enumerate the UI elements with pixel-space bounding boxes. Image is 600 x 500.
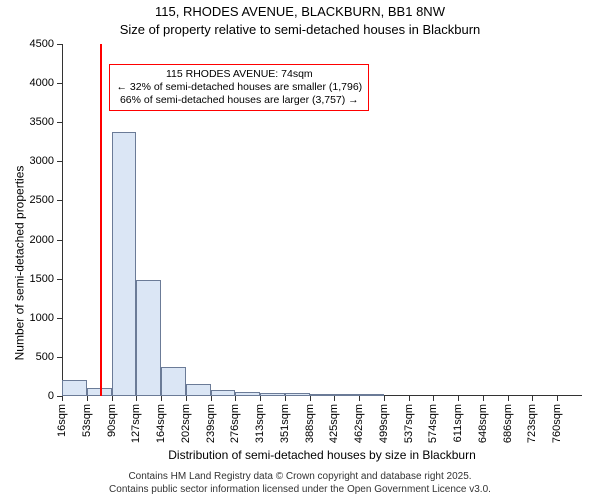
x-tick-label: 537sqm [403, 404, 415, 443]
x-tick-label: 90sqm [106, 404, 118, 437]
x-tick-label: 760sqm [551, 404, 563, 443]
chart-title-line1: 115, RHODES AVENUE, BLACKBURN, BB1 8NW [0, 4, 600, 19]
x-tick-label: 574sqm [427, 404, 439, 443]
y-axis-label: Number of semi-detached properties [12, 166, 26, 361]
y-tick-label: 2000 [30, 234, 62, 246]
chart-title-line2: Size of property relative to semi-detach… [0, 22, 600, 37]
histogram-bar [161, 367, 186, 396]
y-tick-label: 4000 [30, 77, 62, 89]
x-tick-label: 611sqm [452, 404, 464, 442]
x-tick-label: 723sqm [526, 404, 538, 443]
histogram-bar [310, 394, 335, 396]
x-tick-mark [161, 396, 162, 401]
chart-root: 115, RHODES AVENUE, BLACKBURN, BB1 8NW S… [0, 0, 600, 500]
y-tick-label: 3500 [30, 116, 62, 128]
x-tick-label: 462sqm [353, 404, 365, 443]
x-tick-label: 164sqm [155, 404, 167, 443]
x-tick-mark [87, 396, 88, 401]
annotation-line: ← 32% of semi-detached houses are smalle… [116, 81, 362, 94]
x-tick-label: 16sqm [56, 404, 68, 437]
y-tick-label: 2500 [30, 194, 62, 206]
x-tick-label: 686sqm [502, 404, 514, 443]
y-tick-label: 0 [48, 390, 62, 402]
x-tick-mark [433, 396, 434, 401]
annotation-box: 115 RHODES AVENUE: 74sqm← 32% of semi-de… [109, 64, 369, 111]
x-tick-label: 127sqm [130, 404, 142, 443]
annotation-line: 66% of semi-detached houses are larger (… [116, 94, 362, 107]
x-tick-label: 202sqm [180, 404, 192, 443]
x-tick-label: 648sqm [477, 404, 489, 443]
y-tick-label: 1500 [30, 273, 62, 285]
x-tick-mark [384, 396, 385, 401]
histogram-bar [359, 394, 384, 396]
x-tick-label: 276sqm [229, 404, 241, 443]
footer-line1: Contains HM Land Registry data © Crown c… [0, 470, 600, 483]
histogram-bar [285, 393, 310, 396]
x-tick-mark [334, 396, 335, 401]
x-tick-label: 53sqm [81, 404, 93, 437]
histogram-bar [211, 390, 236, 396]
x-tick-mark [62, 396, 63, 401]
histogram-bar [334, 394, 359, 396]
y-tick-label: 4500 [30, 38, 62, 50]
x-tick-mark [285, 396, 286, 401]
x-tick-mark [458, 396, 459, 401]
x-tick-mark [557, 396, 558, 401]
x-tick-mark [136, 396, 137, 401]
property-marker [100, 44, 102, 396]
y-tick-label: 1000 [30, 312, 62, 324]
histogram-bar [136, 280, 161, 396]
histogram-bar [260, 393, 285, 396]
histogram-bar [62, 380, 87, 396]
y-tick-label: 3000 [30, 155, 62, 167]
x-tick-label: 313sqm [254, 404, 266, 443]
x-tick-label: 239sqm [205, 404, 217, 443]
plot-area: 05001000150020002500300035004000450016sq… [62, 44, 582, 396]
x-tick-label: 351sqm [279, 404, 291, 443]
x-tick-mark [409, 396, 410, 401]
x-tick-mark [508, 396, 509, 401]
x-axis-label: Distribution of semi-detached houses by … [62, 448, 582, 462]
y-tick-label: 500 [36, 351, 62, 363]
annotation-line: 115 RHODES AVENUE: 74sqm [116, 68, 362, 81]
x-tick-mark [211, 396, 212, 401]
histogram-bar [235, 392, 260, 396]
x-tick-mark [310, 396, 311, 401]
x-tick-mark [532, 396, 533, 401]
x-tick-mark [186, 396, 187, 401]
histogram-bar [112, 132, 137, 396]
x-tick-mark [112, 396, 113, 401]
x-tick-mark [260, 396, 261, 401]
x-tick-mark [359, 396, 360, 401]
footer-line2: Contains public sector information licen… [0, 483, 600, 496]
x-tick-label: 388sqm [304, 404, 316, 443]
x-tick-mark [235, 396, 236, 401]
x-tick-label: 499sqm [378, 404, 390, 443]
histogram-bar [186, 384, 211, 397]
x-tick-mark [483, 396, 484, 401]
chart-footer: Contains HM Land Registry data © Crown c… [0, 470, 600, 496]
histogram-bar [87, 388, 112, 396]
x-tick-label: 425sqm [328, 404, 340, 443]
